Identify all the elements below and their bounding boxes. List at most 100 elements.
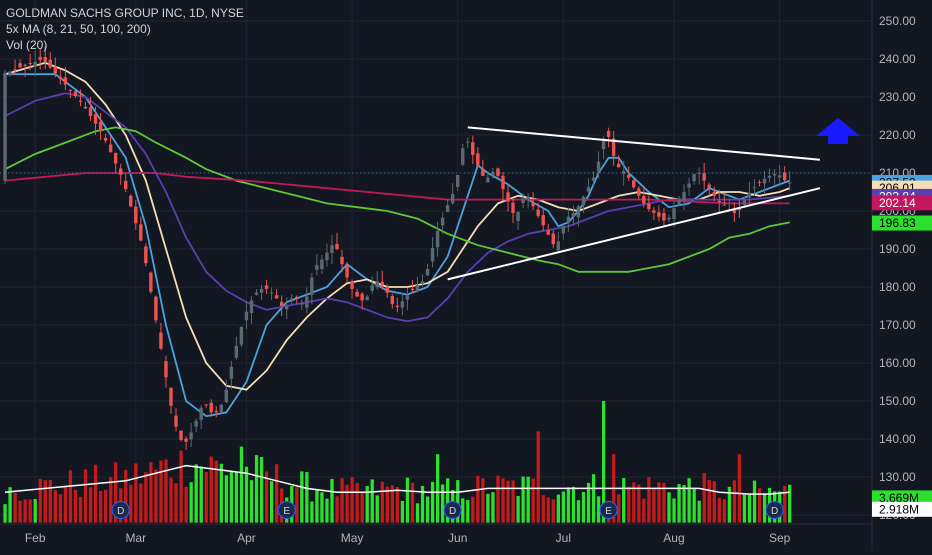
- volume-bar: [707, 480, 711, 523]
- candle-body: [290, 298, 294, 300]
- volume-bar: [3, 504, 7, 523]
- volume-bar: [259, 457, 264, 523]
- candle-body: [742, 200, 747, 205]
- y-tick-label: 130.00: [879, 470, 916, 484]
- candle-body: [53, 66, 57, 74]
- volume-bar: [491, 492, 495, 523]
- event-marker: E: [599, 501, 618, 519]
- candle-body: [274, 295, 279, 299]
- volume-bar: [667, 492, 671, 523]
- volume-bar: [104, 489, 108, 523]
- volume-bar: [456, 480, 460, 523]
- candle-body: [320, 259, 324, 270]
- y-tick-label: 140.00: [879, 432, 916, 446]
- candle-body: [712, 191, 716, 196]
- candle-body: [476, 153, 480, 167]
- candle-body: [234, 345, 239, 358]
- volume-bar: [471, 496, 475, 523]
- volume-bar: [149, 462, 153, 523]
- volume-bar: [591, 474, 596, 523]
- candle-body: [229, 366, 234, 379]
- candle-body: [345, 265, 349, 278]
- candle-body: [732, 209, 737, 213]
- candle-body: [767, 175, 772, 178]
- volume-bar: [662, 482, 666, 523]
- volume-bar: [13, 492, 17, 523]
- candle-body: [430, 248, 435, 262]
- event-marker: D: [765, 501, 784, 519]
- candle-body: [83, 106, 88, 109]
- candle-body: [154, 296, 158, 321]
- moving-average-line: [5, 73, 790, 418]
- candle-body: [33, 61, 37, 67]
- candle-body: [491, 172, 495, 176]
- volume-bar: [541, 495, 545, 523]
- candle-body: [43, 57, 47, 62]
- volume-bar: [601, 401, 606, 523]
- volume-bar: [531, 478, 535, 523]
- candle-body: [697, 173, 701, 174]
- volume-bar: [340, 478, 344, 523]
- candle-body: [209, 402, 213, 413]
- candle-body: [194, 420, 198, 427]
- volume-bar: [315, 490, 319, 523]
- volume-bar: [581, 492, 586, 523]
- candle-body: [591, 177, 596, 181]
- y-tick-label: 240.00: [879, 52, 916, 66]
- volume-bar: [98, 490, 103, 523]
- candle-body: [224, 389, 229, 403]
- candle-body: [395, 305, 400, 307]
- volume-bar: [234, 472, 239, 523]
- candle-body: [435, 230, 440, 248]
- candle-body: [752, 187, 757, 189]
- candle-body: [787, 182, 792, 184]
- volume-bar: [637, 484, 641, 523]
- volume-bar: [345, 484, 349, 523]
- price-label-box: [872, 490, 932, 506]
- candle-body: [284, 306, 289, 310]
- candle-body: [415, 285, 420, 292]
- volume-bar: [83, 469, 88, 523]
- volume-bar: [134, 463, 138, 523]
- volume-legend: Vol (20): [6, 38, 48, 52]
- volume-bar: [124, 469, 128, 523]
- volume-bar: [189, 482, 193, 523]
- volume-bar: [380, 481, 384, 523]
- volume-bar: [546, 497, 550, 523]
- y-tick-label: 250.00: [879, 14, 916, 28]
- candle-body: [737, 208, 742, 211]
- chart-legend: GOLDMAN SACHS GROUP INC, 1D, NYSE 5x MA …: [6, 5, 244, 53]
- volume-bar: [264, 471, 269, 523]
- volume-bar: [742, 494, 747, 523]
- volume-bar: [435, 454, 440, 523]
- candle-body: [164, 361, 168, 378]
- candle-body: [536, 209, 540, 216]
- volume-bar: [692, 489, 696, 523]
- candle-body: [461, 148, 465, 165]
- candle-body: [48, 59, 52, 68]
- volume-bar: [657, 482, 661, 523]
- candle-body: [722, 204, 726, 206]
- candle-body: [58, 76, 63, 79]
- volume-bar: [93, 464, 98, 523]
- candle-body: [159, 332, 163, 349]
- price-label: 3.669M: [879, 491, 919, 505]
- volume-bar: [43, 480, 47, 523]
- y-tick-label: 170.00: [879, 318, 916, 332]
- volume-bar: [109, 477, 113, 523]
- candle-body: [103, 137, 108, 141]
- volume-bar: [501, 478, 505, 523]
- candle-body: [561, 226, 566, 234]
- candle-body: [134, 206, 138, 224]
- svg-text:D: D: [771, 506, 778, 517]
- candle-body: [425, 268, 430, 276]
- volume-bar: [486, 493, 490, 523]
- volume-bar: [330, 478, 334, 523]
- x-tick-label: Sep: [769, 531, 791, 545]
- candle-body: [214, 411, 218, 413]
- candle-body: [13, 69, 17, 71]
- candle-body: [516, 211, 520, 222]
- candle-body: [632, 180, 636, 188]
